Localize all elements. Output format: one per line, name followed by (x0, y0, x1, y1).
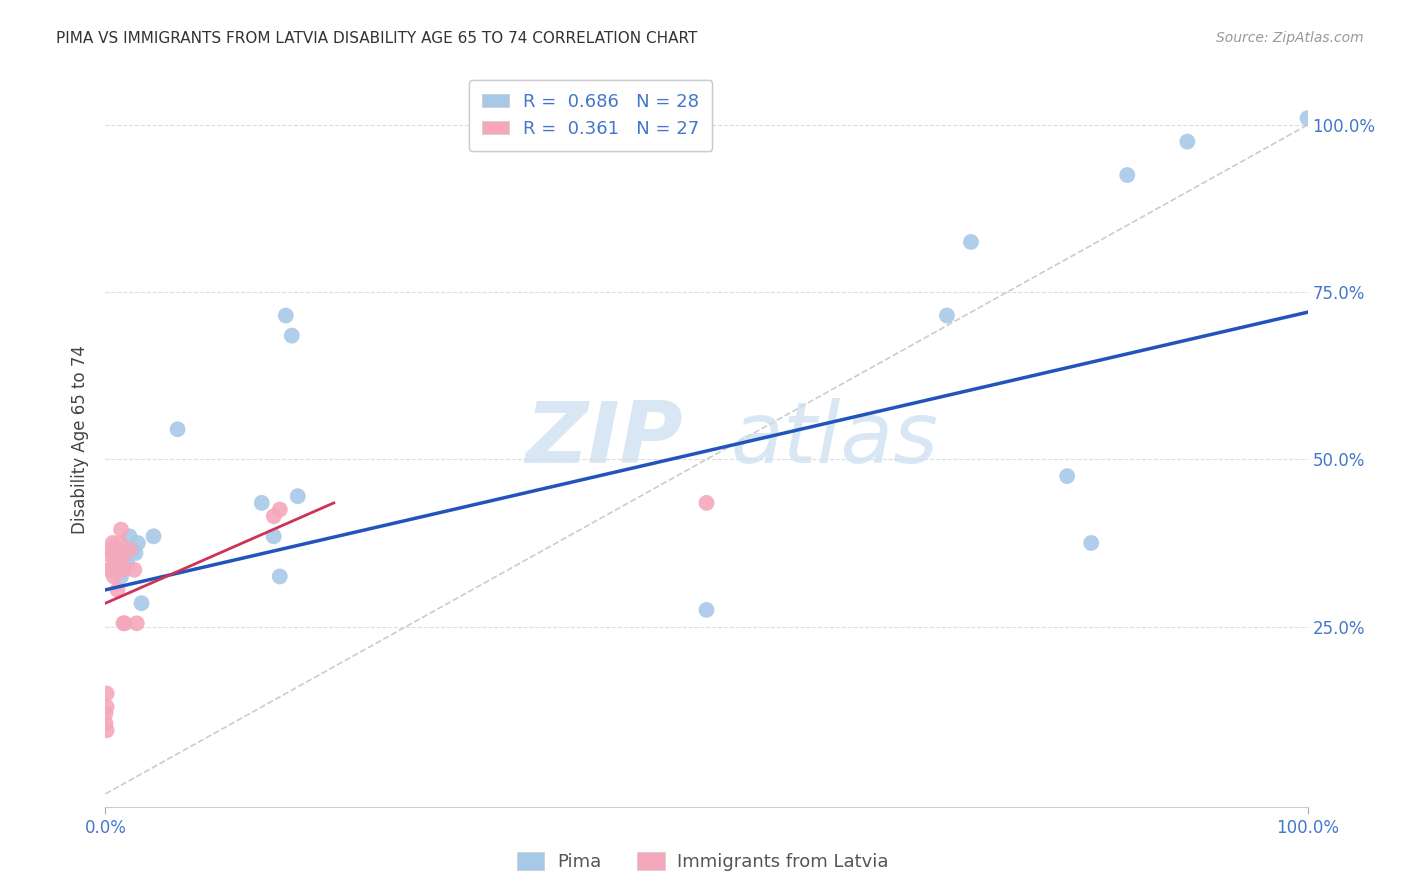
Point (104, 539, 127, 553)
Point (94, 716, 117, 731)
Point (112, 556, 135, 570)
Point (131, 596, 153, 610)
Point (96, 687, 118, 701)
Point (281, 328, 304, 343)
Point (101, 536, 124, 550)
Point (112, 563, 135, 577)
Point (287, 489, 309, 503)
Point (250, 496, 273, 510)
Point (96, 699, 118, 714)
Point (269, 569, 291, 583)
Point (96, 723, 118, 738)
Point (1056, 469, 1078, 483)
Point (118, 529, 141, 543)
Point (115, 556, 138, 570)
Point (936, 309, 959, 323)
Point (103, 569, 125, 583)
Point (105, 549, 128, 564)
Point (100, 549, 122, 564)
Point (142, 529, 165, 543)
Y-axis label: Disability Age 65 to 74: Disability Age 65 to 74 (72, 345, 90, 533)
Point (1116, 168, 1139, 182)
Point (104, 556, 127, 570)
Point (94, 706, 117, 721)
Point (118, 542, 141, 557)
Legend: Pima, Immigrants from Latvia: Pima, Immigrants from Latvia (510, 845, 896, 879)
Point (274, 309, 297, 323)
Point (107, 556, 129, 570)
Point (125, 616, 148, 631)
Point (121, 542, 143, 557)
Point (960, 235, 983, 249)
Point (107, 563, 129, 577)
Text: PIMA VS IMMIGRANTS FROM LATVIA DISABILITY AGE 65 TO 74 CORRELATION CHART: PIMA VS IMMIGRANTS FROM LATVIA DISABILIT… (56, 31, 697, 46)
Point (1296, 111, 1319, 125)
Point (107, 582, 129, 597)
Text: atlas: atlas (731, 398, 939, 481)
Point (269, 502, 291, 516)
Point (696, 496, 718, 510)
Point (263, 529, 285, 543)
Point (1080, 536, 1102, 550)
Point (98, 542, 121, 557)
Point (108, 536, 131, 550)
Point (127, 536, 149, 550)
Legend: R =  0.686   N = 28, R =  0.361   N = 27: R = 0.686 N = 28, R = 0.361 N = 27 (470, 80, 713, 151)
Point (263, 509, 285, 524)
Point (166, 422, 188, 436)
Point (98, 563, 121, 577)
Point (110, 523, 132, 537)
Point (98, 563, 121, 577)
Point (1175, 135, 1198, 149)
Point (108, 549, 131, 564)
Text: ZIP: ZIP (524, 398, 682, 481)
Point (114, 616, 136, 631)
Point (107, 542, 129, 557)
Point (111, 549, 134, 564)
Point (696, 603, 718, 617)
Point (124, 546, 146, 560)
Text: Source: ZipAtlas.com: Source: ZipAtlas.com (1216, 31, 1364, 45)
Point (112, 616, 135, 631)
Point (124, 563, 146, 577)
Point (110, 569, 132, 583)
